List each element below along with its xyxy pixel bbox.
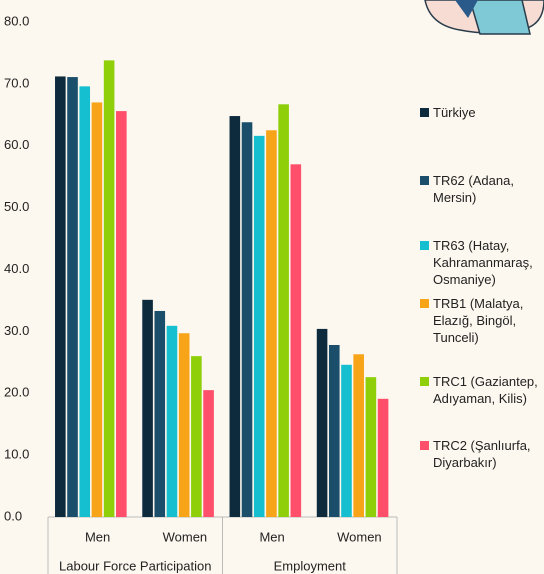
- legend-entry: TRB1 (Malatya, Elazığ, Bingöl, Tunceli): [420, 295, 544, 346]
- bar: [278, 104, 289, 517]
- bar: [203, 390, 214, 517]
- legend-label: TR63 (Hatay, Kahramanmaraş, Osmaniye): [433, 238, 533, 287]
- bar: [341, 364, 352, 517]
- bar: [67, 77, 78, 517]
- legend-entry: TRC2 (Şanlıurfa, Diyarbakır): [420, 437, 544, 471]
- decoration: [424, 0, 544, 35]
- y-tick-label: 60.0: [4, 137, 29, 152]
- y-tick-label: 40.0: [4, 261, 29, 276]
- legend-label: TR62 (Adana, Mersin): [433, 173, 514, 205]
- y-tick-label: 70.0: [4, 75, 29, 90]
- bar: [91, 102, 103, 517]
- legend-entry: TRC1 (Gaziantep, Adıyaman, Kilis): [420, 373, 544, 407]
- y-tick-label: 0.0: [4, 508, 22, 523]
- legend-swatch: [420, 108, 429, 117]
- bar: [241, 122, 253, 518]
- bar: [377, 398, 389, 517]
- legend-label: TRC1 (Gaziantep, Adıyaman, Kilis): [433, 374, 538, 406]
- group-label: Employment: [274, 558, 347, 573]
- legend-label: Türkiye: [433, 105, 476, 120]
- y-tick-label: 80.0: [4, 13, 29, 28]
- bar: [116, 111, 127, 517]
- legend-entry: TR62 (Adana, Mersin): [420, 172, 544, 206]
- x-tick-label: Men: [259, 529, 284, 544]
- bar: [103, 60, 115, 518]
- legend-label: TRB1 (Malatya, Elazığ, Bingöl, Tunceli): [433, 296, 524, 345]
- bar: [55, 76, 66, 517]
- bar: [353, 354, 364, 517]
- legend-swatch: [420, 377, 429, 386]
- bar: [166, 325, 178, 517]
- bar: [253, 135, 265, 517]
- y-tick-label: 10.0: [4, 447, 29, 462]
- bar: [178, 333, 190, 517]
- bar: [290, 164, 302, 517]
- bar: [229, 116, 241, 518]
- y-tick-label: 20.0: [4, 385, 29, 400]
- x-tick-label: Women: [337, 529, 382, 544]
- x-tick-label: Women: [163, 529, 208, 544]
- x-tick-label: Men: [85, 529, 110, 544]
- bar: [142, 299, 153, 517]
- group-label: Labour Force Participation: [59, 558, 211, 573]
- legend-label: TRC2 (Şanlıurfa, Diyarbakır): [433, 438, 531, 470]
- bar: [266, 130, 277, 517]
- legend-swatch: [420, 241, 429, 250]
- bar: [316, 328, 328, 517]
- legend-swatch: [420, 299, 429, 308]
- y-tick-label: 30.0: [4, 323, 29, 338]
- bar: [191, 356, 202, 517]
- legend-swatch: [420, 176, 429, 185]
- legend-entry: TR63 (Hatay, Kahramanmaraş, Osmaniye): [420, 237, 544, 288]
- bar: [154, 310, 166, 517]
- legend-entry: Türkiye: [420, 104, 544, 121]
- bar: [365, 377, 377, 517]
- bar: [328, 344, 340, 517]
- bar: [79, 86, 91, 517]
- legend-swatch: [420, 441, 429, 450]
- y-tick-label: 50.0: [4, 199, 29, 214]
